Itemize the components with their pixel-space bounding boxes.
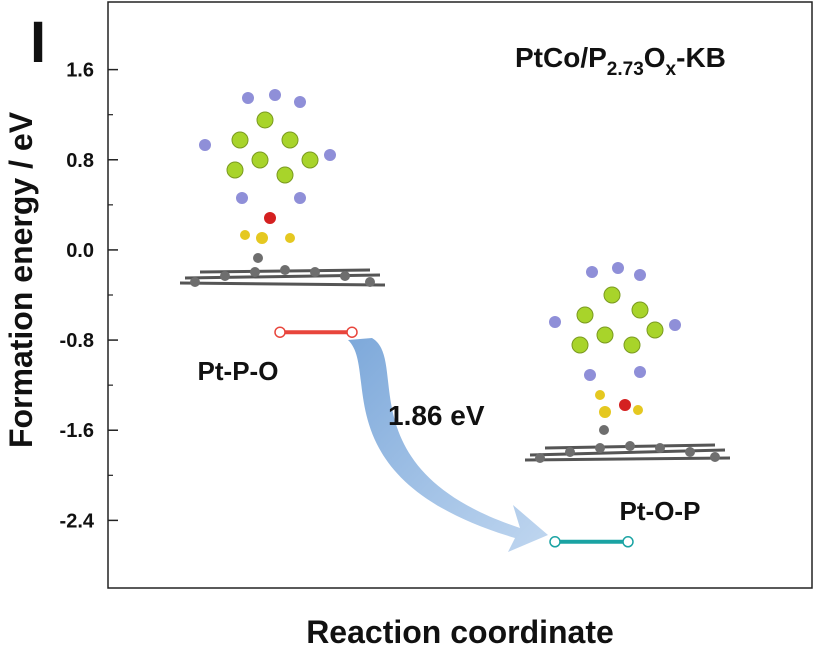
y-tick-label: -0.8 xyxy=(60,330,94,352)
plot-frame xyxy=(107,1,813,589)
title-subscript: x xyxy=(666,59,677,80)
x-axis-label: Reaction coordinate xyxy=(306,614,614,650)
y-tick-label: 0.0 xyxy=(66,240,94,262)
y-tick-label: -1.6 xyxy=(60,420,94,442)
transition-arrow xyxy=(348,338,548,552)
y-axis-label: Formation energy / eV xyxy=(3,111,39,448)
level-label: Pt-O-P xyxy=(620,496,701,526)
panel-label: I xyxy=(30,10,46,75)
structure-pt-p-o xyxy=(179,89,386,287)
energy-level xyxy=(274,326,358,338)
energy-annotation: 1.86 eV xyxy=(388,400,485,431)
structure-pt-o-p xyxy=(524,262,731,463)
level-end xyxy=(274,326,286,338)
y-tick-label: 1.6 xyxy=(66,60,94,82)
title-subscript: 2.73 xyxy=(607,59,644,80)
level-label: Pt-P-O xyxy=(198,356,279,386)
y-tick-label: -2.4 xyxy=(60,510,95,532)
title-part: O xyxy=(644,42,666,73)
chart-title: PtCo/P2.73Ox-KB xyxy=(515,42,726,80)
title-part: -KB xyxy=(676,42,726,73)
energy-level xyxy=(549,536,634,548)
level-end xyxy=(549,536,561,548)
y-tick-label: 0.8 xyxy=(66,150,94,172)
title-part: PtCo/P xyxy=(515,42,607,73)
level-end xyxy=(622,536,634,548)
level-end xyxy=(346,326,358,338)
